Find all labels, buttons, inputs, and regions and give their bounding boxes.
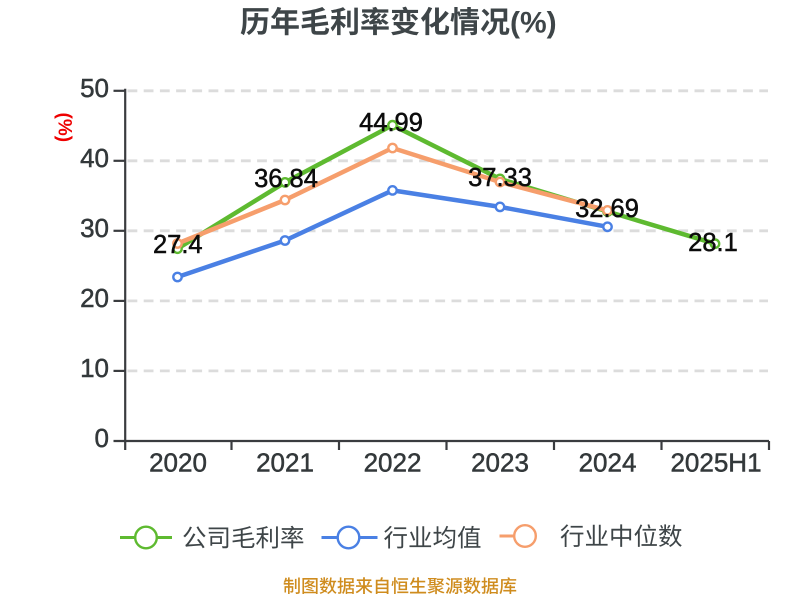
- svg-text:2022: 2022: [364, 448, 422, 478]
- svg-text:36.84: 36.84: [254, 165, 318, 193]
- svg-text:27.4: 27.4: [153, 231, 203, 259]
- svg-text:2021: 2021: [256, 448, 314, 478]
- svg-text:32.69: 32.69: [575, 195, 639, 223]
- svg-text:20: 20: [80, 283, 109, 313]
- svg-text:10: 10: [80, 353, 109, 383]
- svg-text:40: 40: [80, 143, 109, 173]
- svg-text:(%): (%): [54, 113, 75, 143]
- svg-text:30: 30: [80, 213, 109, 243]
- svg-text:0: 0: [95, 423, 109, 453]
- svg-text:50: 50: [80, 73, 109, 103]
- svg-text:2023: 2023: [471, 448, 529, 478]
- svg-text:44.99: 44.99: [359, 109, 423, 137]
- svg-text:2020: 2020: [149, 448, 207, 478]
- svg-text:2025H1: 2025H1: [670, 448, 761, 478]
- svg-text:28.1: 28.1: [688, 229, 738, 257]
- svg-text:37.33: 37.33: [468, 164, 532, 192]
- svg-text:2024: 2024: [579, 448, 637, 478]
- svg-text:(%): (%): [510, 7, 557, 40]
